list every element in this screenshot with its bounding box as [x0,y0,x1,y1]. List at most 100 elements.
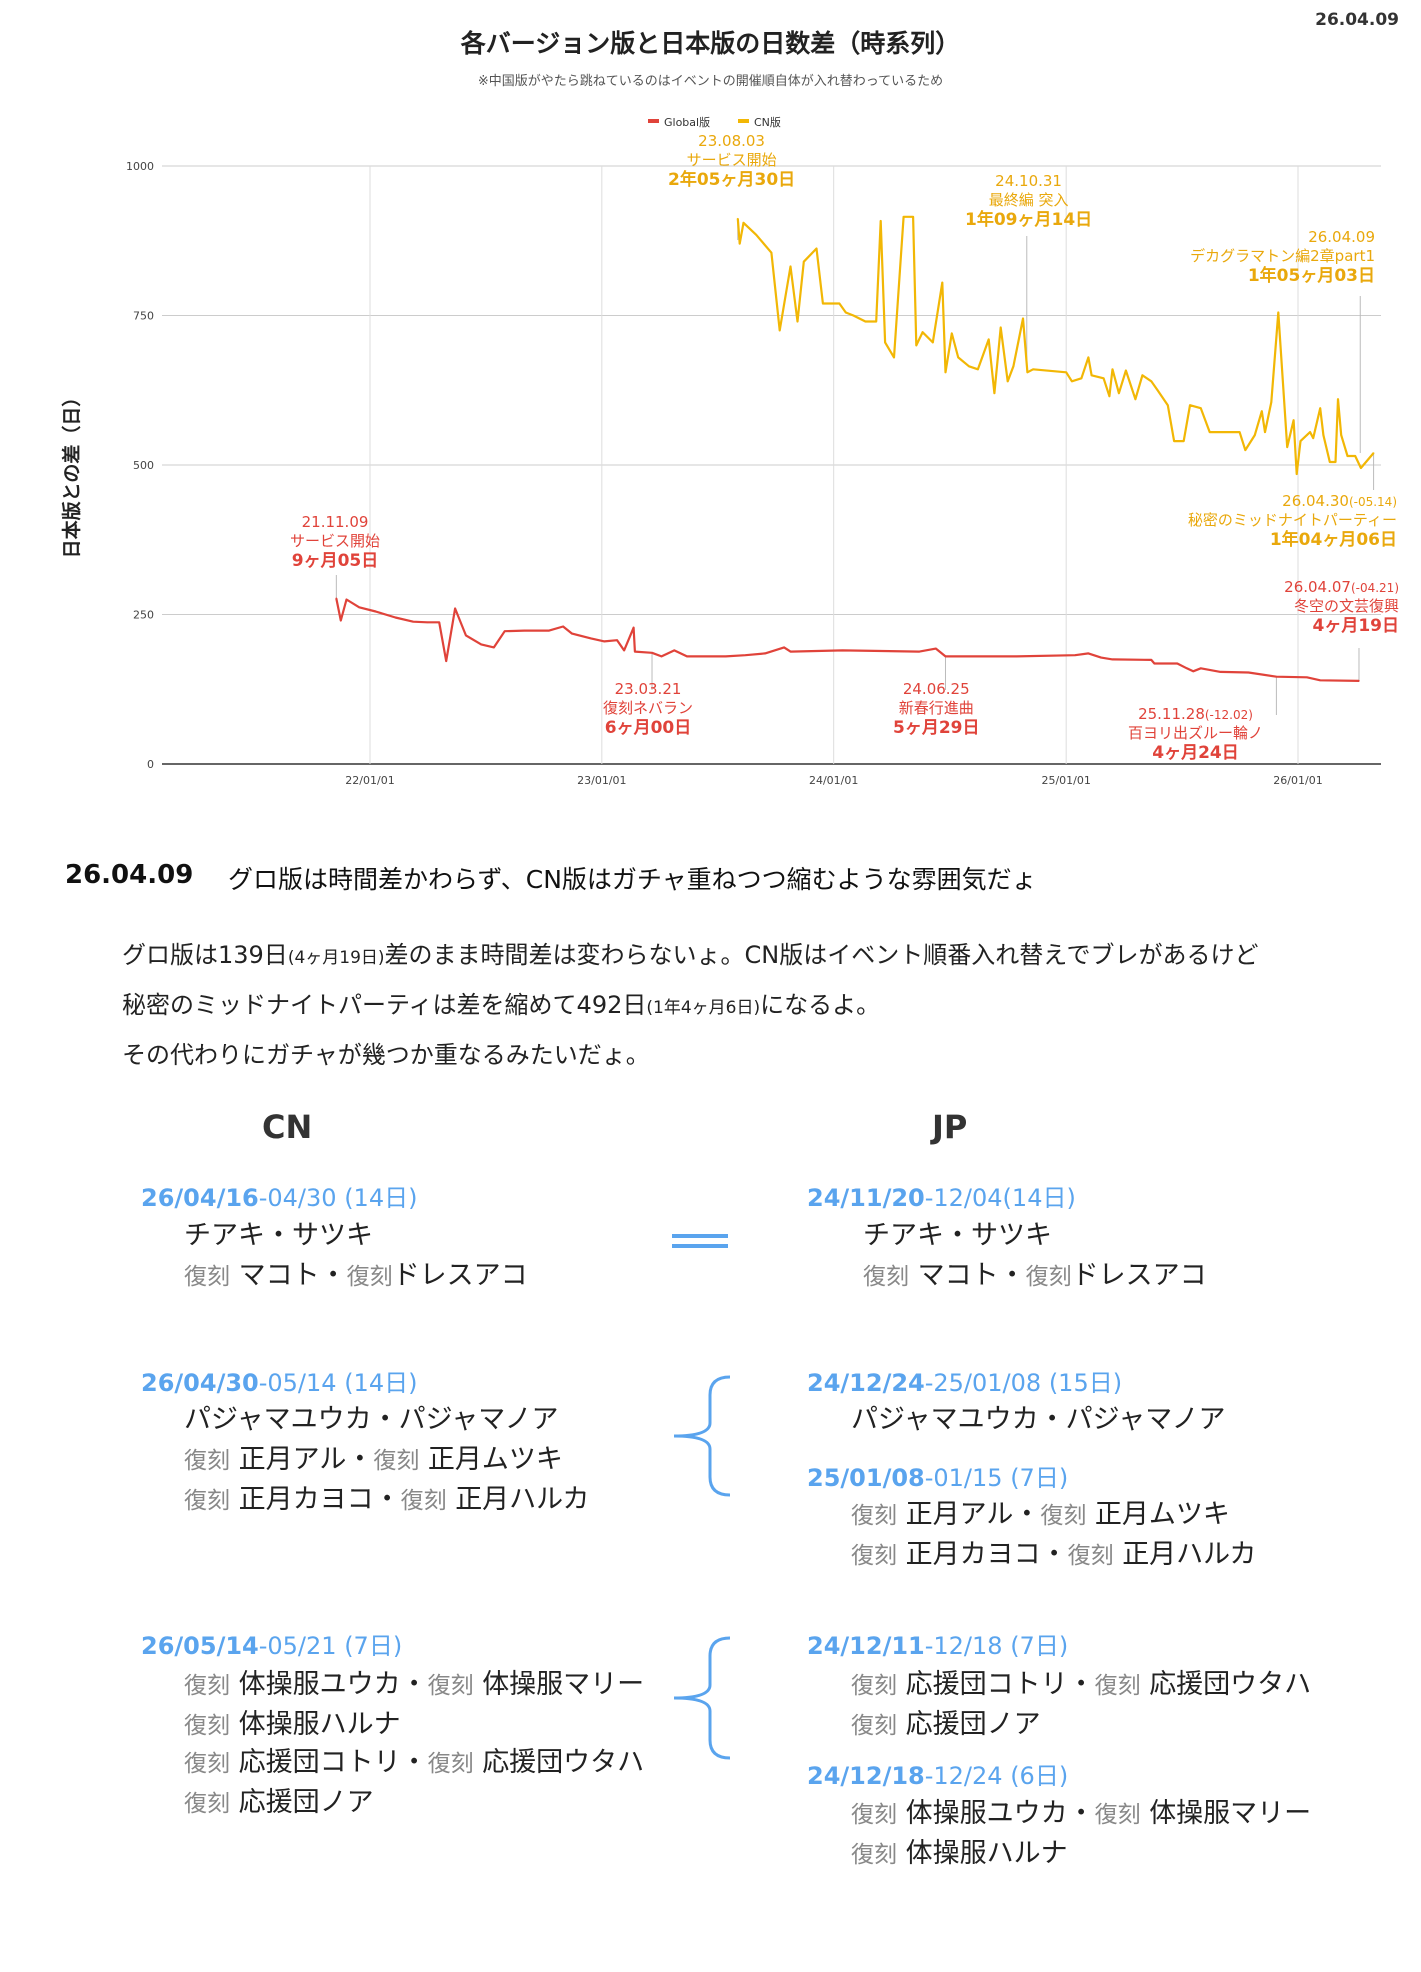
x-tick-label: 22/01/01 [345,774,394,787]
data-point [841,649,844,652]
jp-gacha-line: パジャマユウカ・パジャマノア [851,1404,1226,1435]
data-point [1118,392,1120,395]
data-point [623,649,625,652]
data-point [1319,407,1322,409]
data-point [1173,440,1175,442]
y-tick-label: 250 [133,609,154,622]
data-point [1087,652,1090,655]
data-point [412,620,414,623]
equals-icon [672,1244,728,1248]
jp-period-3a: 24/12/11-12/18 (7日) [807,1632,1069,1660]
data-point [1166,404,1169,407]
series-line-global [335,598,1360,682]
data-point [1134,398,1137,401]
brace-icon [673,1636,731,1760]
data-point [660,655,663,658]
data-point [941,281,944,284]
data-point [944,371,947,374]
data-point [844,311,847,314]
jp-gacha-line: チアキ・サツキ [863,1220,1052,1251]
legend-swatch [738,119,749,123]
equals-icon [672,1234,728,1238]
data-point [1340,434,1342,436]
data-point [1270,401,1273,404]
jp-gacha-line: 復刻 正月アル・復刻 正月ムツキ [851,1499,1230,1530]
chart-subtitle: ※中国版がやたら跳ねているのはイベントの開催順自体が入れ替わっているため [477,74,944,89]
data-point [1012,365,1015,368]
y-axis-label: 日本版との差（日） [60,388,83,559]
data-point [1244,449,1247,451]
y-tick-label: 0 [147,758,154,771]
data-point [394,616,397,619]
data-point [1292,419,1295,421]
data-point [738,242,741,245]
data-point [1032,368,1034,371]
data-point [1275,675,1278,678]
article-heading: グロ版は時間差かわらず、CN版はガチャ重ねつつ縮むような雰囲気だょ [228,865,1037,894]
data-point [616,639,618,642]
data-point [438,621,441,624]
data-point [1354,455,1356,457]
jp-period-3b: 24/12/18-12/24 (6日) [807,1762,1069,1790]
jp-gacha-line: 復刻 正月カヨコ・復刻 正月ハルカ [851,1539,1257,1570]
data-point [803,260,805,263]
data-point [673,649,676,652]
data-point [1102,377,1105,380]
data-point [1219,671,1222,673]
data-point [935,647,937,650]
jp-gacha-line: 復刻 体操服ハルナ [851,1838,1068,1869]
data-point [1295,473,1298,475]
data-point [1200,407,1202,409]
data-point [1328,461,1331,463]
data-point [993,392,996,395]
data-point [864,320,867,323]
chart-title: 各バージョン版と日本版の日数差（時系列） [460,29,961,58]
data-point [755,233,757,236]
data-point [686,655,688,658]
paragraph-line: その代わりにガチャが幾つか重なるみたいだょ。 [122,1041,650,1069]
data-point [778,329,781,332]
annotation-cn-launch: 23.08.03 サービス開始 2年05ヶ月30日 [668,132,796,190]
data-point [944,655,947,658]
paragraph-line: 秘密のミッドナイトパーティは差を縮めて492日(1年4ヶ月6日)になるよ。 [122,991,881,1019]
data-point [1277,311,1280,314]
article-date: 26.04.09 [65,860,194,890]
data-point [548,629,550,632]
data-point [1186,667,1188,670]
data-point [1071,380,1073,383]
data-point [815,247,818,250]
jp-period-2a: 24/12/24-25/01/08 (15日) [807,1369,1123,1397]
cn-period-3: 26/05/14-05/21 (7日) [141,1632,403,1660]
x-tick-label: 25/01/01 [1041,774,1090,787]
brace-icon [673,1375,731,1497]
data-point [374,610,377,613]
cn-period-2: 26/04/30-05/14 (14日) [141,1369,418,1397]
data-point [736,217,739,220]
cn-column-heading: CN [262,1108,313,1146]
data-point [1022,317,1024,320]
data-point [1334,461,1337,463]
y-tick-label: 1000 [126,160,154,173]
data-point [1322,434,1325,436]
y-tick-label: 750 [133,310,154,323]
data-point [902,216,905,218]
data-point [1153,662,1156,665]
data-point [1260,410,1263,412]
data-point [884,341,886,344]
data-point [339,619,342,622]
data-point [789,650,792,653]
jp-gacha-line: 復刻 応援団ノア [851,1709,1041,1740]
data-point [764,652,766,655]
data-point [783,646,785,649]
data-point [1111,658,1114,661]
data-point [345,598,348,601]
data-point [632,626,635,629]
data-point [1360,467,1362,469]
cn-gacha-line: 復刻 正月カヨコ・復刻 正月ハルカ [184,1484,590,1515]
cn-gacha-line: 復刻 応援団コトリ・復刻 応援団ウタハ [184,1747,645,1778]
jp-period-1: 24/11/20-12/04(14日) [807,1184,1076,1212]
data-point [634,650,636,653]
data-point [651,651,653,654]
data-point [1015,655,1018,658]
data-point [1200,667,1202,670]
